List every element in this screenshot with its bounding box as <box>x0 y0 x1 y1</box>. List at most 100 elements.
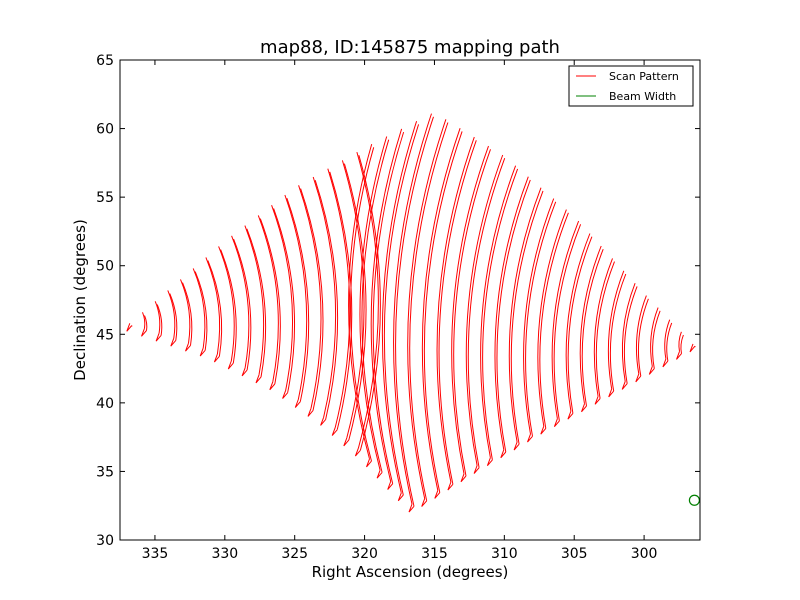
scan-turnaround <box>227 360 234 370</box>
scan-line <box>650 307 659 367</box>
scan-line <box>579 245 602 404</box>
scan-turnaround <box>269 381 276 391</box>
scan-turnaround <box>635 373 642 383</box>
scan-return-line <box>525 201 557 437</box>
scan-turnaround <box>294 399 301 408</box>
scan-turnaround <box>376 470 383 479</box>
scan-turnaround <box>581 403 587 413</box>
scan-line <box>180 279 191 344</box>
scan-line <box>167 290 176 339</box>
scan-turnaround <box>141 328 147 337</box>
scan-return-line <box>220 249 237 364</box>
scan-line <box>205 257 221 355</box>
scan-turnaround <box>307 408 314 417</box>
scan-return-line <box>666 322 673 362</box>
scan-turnaround <box>621 381 628 390</box>
y-tick-label: 45 <box>96 327 114 343</box>
scan-return-line <box>361 139 390 473</box>
scan-line <box>271 205 294 391</box>
scan-return-line <box>539 212 569 429</box>
scan-turnaround <box>527 433 533 443</box>
scan-return-line <box>194 271 208 351</box>
y-tick-label: 40 <box>96 396 114 412</box>
scan-turnaround <box>662 358 669 368</box>
scan-return-line <box>652 310 661 369</box>
scan-turnaround <box>447 481 454 491</box>
scan-return-line <box>300 188 324 411</box>
scan-turnaround <box>486 457 493 467</box>
scan-return-line <box>182 282 193 346</box>
scan-return-line <box>156 304 163 336</box>
scan-line <box>393 113 432 505</box>
scan-line <box>218 246 235 362</box>
scan-turnaround <box>155 333 162 342</box>
scan-turnaround <box>553 418 560 428</box>
scan-line <box>192 268 206 349</box>
x-tick-label: 325 <box>281 546 308 562</box>
scan-return-line <box>510 190 544 445</box>
scan-return-line <box>233 238 252 371</box>
scan-turnaround <box>320 417 326 426</box>
scan-return-line <box>423 131 463 493</box>
scan-line <box>537 209 567 427</box>
scan-line <box>359 136 388 471</box>
scan-turnaround <box>473 465 480 474</box>
scan-return-line <box>553 224 582 421</box>
scan-line <box>154 301 161 334</box>
plot-frame <box>119 59 701 541</box>
scan-turnaround <box>676 351 682 360</box>
scan-line <box>523 198 555 435</box>
scan-turnaround <box>366 458 372 468</box>
x-tick-label: 305 <box>561 546 588 562</box>
scan-return-line <box>409 122 449 501</box>
scan-return-line <box>623 286 638 384</box>
x-tick-label: 315 <box>421 546 448 562</box>
chart-title: map88, ID:145875 mapping path <box>260 37 560 58</box>
legend-label-scan-pattern: Scan Pattern <box>609 70 679 83</box>
scan-line <box>312 176 337 418</box>
scan-return-line <box>144 315 148 331</box>
y-tick-label: 55 <box>96 190 114 206</box>
scan-turnaround <box>354 447 361 457</box>
x-tick-label: 320 <box>351 546 378 562</box>
scan-line <box>593 258 613 397</box>
scan-turnaround <box>460 473 467 483</box>
x-tick-label: 335 <box>142 546 169 562</box>
scan-line <box>381 121 418 493</box>
scan-turnaround <box>567 411 574 420</box>
scan-line <box>607 270 625 389</box>
y-tick-label: 65 <box>96 53 114 69</box>
y-tick-label: 30 <box>96 533 114 549</box>
scan-turnaround <box>513 441 520 451</box>
scan-line <box>142 312 146 329</box>
scan-return-line <box>343 163 367 441</box>
scan-line <box>327 168 351 428</box>
scan-return-line <box>395 116 434 507</box>
scan-turnaround <box>689 343 696 353</box>
scan-line <box>465 154 504 466</box>
scan-turnaround <box>434 490 441 499</box>
scan-turnaround <box>387 481 394 490</box>
scan-return-line <box>609 273 627 392</box>
scan-line <box>244 225 265 375</box>
scan-line <box>284 194 308 400</box>
scan-line <box>257 215 279 382</box>
scan-turnaround <box>170 338 177 347</box>
scan-return-line <box>453 149 491 477</box>
scan-return-line <box>273 208 296 393</box>
legend: Scan Pattern Beam Width <box>568 65 694 107</box>
scan-turnaround <box>594 396 601 405</box>
scan-return-line <box>581 249 604 407</box>
scan-turnaround <box>408 503 415 513</box>
scan-line <box>421 128 461 491</box>
scan-turnaround <box>241 367 248 377</box>
y-tick-label: 60 <box>96 122 114 138</box>
scan-return-line <box>567 236 593 414</box>
scan-line <box>436 136 475 483</box>
scan-turnaround <box>255 374 262 384</box>
scan-turnaround <box>540 426 547 435</box>
scan-line <box>664 319 671 359</box>
y-axis-label: Declination (degrees) <box>71 219 89 381</box>
scan-turnaround <box>282 390 288 399</box>
scan-line <box>494 176 529 450</box>
